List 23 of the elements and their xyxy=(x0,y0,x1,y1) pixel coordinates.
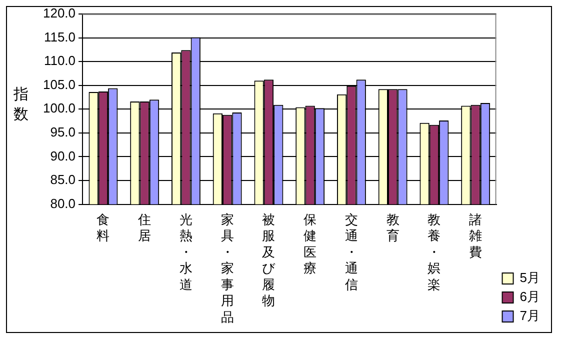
legend-label: 7月 xyxy=(520,308,540,324)
x-tick-label: 被服及び履物 xyxy=(262,212,276,308)
x-tick-label: 家具・家事用品 xyxy=(220,212,234,324)
legend-label: 5月 xyxy=(520,270,540,286)
y-tick-label: 110.0 xyxy=(44,53,76,68)
y-tick-label: 85.0 xyxy=(50,172,76,188)
legend-label: 6月 xyxy=(520,289,540,304)
y-axis-title: 指数 xyxy=(12,84,30,124)
y-tick-label: 105.0 xyxy=(42,76,76,92)
x-tick-label: 保健医療 xyxy=(304,212,317,276)
x-tick-label: 教育 xyxy=(386,212,400,244)
x-tick-label: 食料 xyxy=(96,212,110,244)
x-tick-label: 住居 xyxy=(137,212,152,244)
y-tick-label: 90.0 xyxy=(50,148,76,164)
x-tick-label: 教養・娯楽 xyxy=(428,212,441,292)
x-tick-label: 交通・通信 xyxy=(344,212,358,292)
x-tick-label: 光熱・水道 xyxy=(179,212,192,292)
y-tick-label: 80.0 xyxy=(50,196,76,211)
y-tick-label: 115.0 xyxy=(44,29,76,44)
y-tick-label: 120.0 xyxy=(42,6,76,21)
x-tick-label: 諸雑費 xyxy=(469,212,482,260)
y-tick-label: 95.0 xyxy=(50,124,76,140)
y-tick-label: 100.0 xyxy=(42,100,76,116)
